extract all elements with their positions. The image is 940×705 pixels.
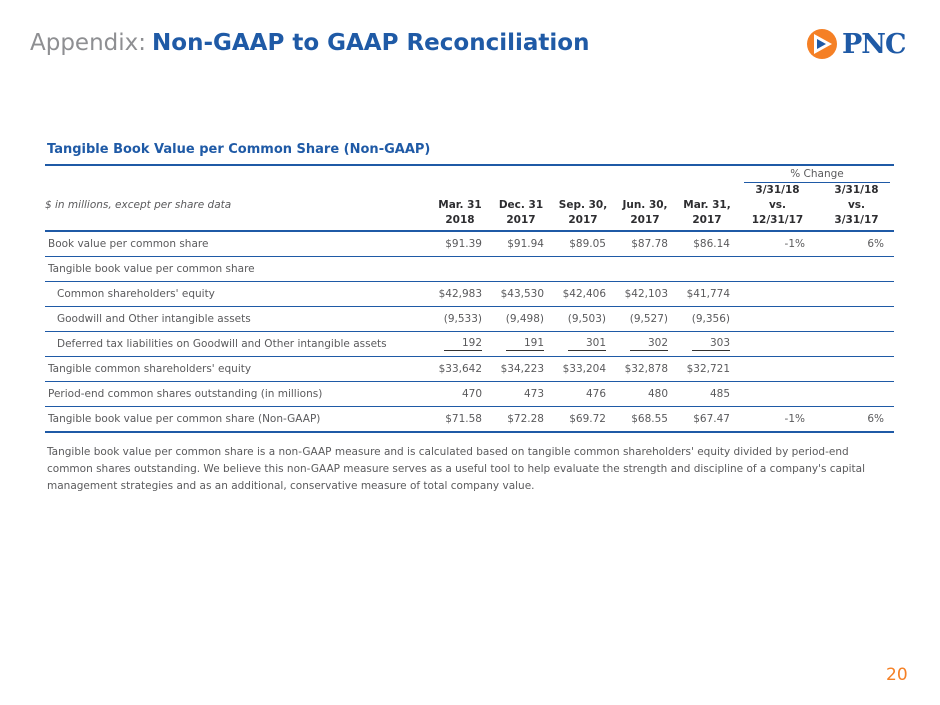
cell-value: $42,103 <box>624 288 668 300</box>
cell-value: 303 <box>674 332 736 357</box>
cell-value <box>550 257 612 282</box>
col-header-sep-2017: Sep. 30, 2017 <box>550 183 612 232</box>
cell-value: $34,223 <box>500 363 544 375</box>
label-header: $ in millions, except per share data <box>45 183 428 232</box>
page-title: Non-GAAP to GAAP Reconciliation <box>152 30 590 56</box>
page-header: Appendix: Non-GAAP to GAAP Reconciliation <box>30 30 589 56</box>
cell-value: 301 <box>550 332 612 357</box>
col-header-mar-2018: Mar. 31 2018 <box>428 183 488 232</box>
row-label: Period-end common shares outstanding (in… <box>48 388 323 400</box>
cell-value: $43,530 <box>500 288 544 300</box>
row-label: Book value per common share <box>48 238 209 250</box>
row-label: Deferred tax liabilities on Goodwill and… <box>57 338 387 350</box>
cell-pct <box>815 382 894 407</box>
cell-value: $42,983 <box>438 288 482 300</box>
cell-pct <box>736 257 815 282</box>
cell-value: 480 <box>647 388 668 400</box>
row-label: Common shareholders' equity <box>57 288 215 300</box>
cell-pct <box>736 332 815 357</box>
page-number: 20 <box>886 665 908 685</box>
cell-pct: -1% <box>784 238 805 250</box>
pnc-logo-text: PNC <box>842 28 906 60</box>
table-row: Tangible book value per common share <box>45 257 894 282</box>
cell-pct: 6% <box>867 238 884 250</box>
cell-value: $86.14 <box>693 238 730 250</box>
cell-value: $71.58 <box>445 413 482 425</box>
cell-value: $89.05 <box>569 238 606 250</box>
table-row: Common shareholders' equity $42,983 $43,… <box>45 282 894 307</box>
column-header-row: $ in millions, except per share data Mar… <box>45 183 894 232</box>
cell-value: $32,721 <box>686 363 730 375</box>
cell-value: $41,774 <box>686 288 730 300</box>
row-label: Tangible book value per common share (No… <box>48 413 321 425</box>
row-label: Goodwill and Other intangible assets <box>57 313 251 325</box>
cell-pct <box>815 307 894 332</box>
cell-value: (9,527) <box>629 313 668 325</box>
cell-value: 191 <box>488 332 550 357</box>
cell-value: 192 <box>428 332 488 357</box>
table-row: Tangible book value per common share (No… <box>45 407 894 433</box>
pct-change-header-row: % Change <box>45 165 894 183</box>
pct-change-header: % Change <box>736 165 894 183</box>
cell-value <box>612 257 674 282</box>
col-header-dec-2017: Dec. 31 2017 <box>488 183 550 232</box>
cell-value: 302 <box>612 332 674 357</box>
cell-value: 470 <box>461 388 482 400</box>
cell-value: $91.39 <box>445 238 482 250</box>
cell-pct <box>736 382 815 407</box>
header-prefix: Appendix: <box>30 30 147 56</box>
footnote: Tangible book value per common share is … <box>47 446 866 492</box>
pnc-triangle-icon <box>807 29 837 59</box>
cell-pct <box>815 257 894 282</box>
cell-pct <box>736 307 815 332</box>
cell-value: (9,503) <box>567 313 606 325</box>
cell-value: $72.28 <box>507 413 544 425</box>
cell-pct <box>736 282 815 307</box>
cell-value: (9,498) <box>505 313 544 325</box>
cell-pct <box>815 332 894 357</box>
cell-value: $32,878 <box>624 363 668 375</box>
cell-value: $67.47 <box>693 413 730 425</box>
table-row: Deferred tax liabilities on Goodwill and… <box>45 332 894 357</box>
reconciliation-table: % Change $ in millions, except per share… <box>45 164 894 433</box>
cell-value: $33,204 <box>562 363 606 375</box>
cell-pct <box>815 357 894 382</box>
row-label: Tangible book value per common share <box>48 263 255 275</box>
col-header-jun-2017: Jun. 30, 2017 <box>612 183 674 232</box>
pnc-logo: PNC <box>806 27 906 61</box>
col-header-pct-vs-mar: 3/31/18 vs. 3/31/17 <box>815 183 894 232</box>
section-title: Tangible Book Value per Common Share (No… <box>47 142 431 157</box>
cell-value <box>488 257 550 282</box>
cell-value: 485 <box>709 388 730 400</box>
cell-value: $42,406 <box>562 288 606 300</box>
cell-value <box>674 257 736 282</box>
col-header-pct-vs-dec: 3/31/18 vs. 12/31/17 <box>736 183 815 232</box>
table-row: Book value per common share $91.39 $91.9… <box>45 231 894 257</box>
cell-pct <box>815 282 894 307</box>
cell-pct: 6% <box>867 413 884 425</box>
cell-value <box>428 257 488 282</box>
table-row: Period-end common shares outstanding (in… <box>45 382 894 407</box>
cell-value: $91.94 <box>507 238 544 250</box>
cell-value: $68.55 <box>631 413 668 425</box>
cell-value: (9,533) <box>443 313 482 325</box>
table-row: Tangible common shareholders' equity $33… <box>45 357 894 382</box>
row-label: Tangible common shareholders' equity <box>48 363 252 375</box>
cell-value: 476 <box>585 388 606 400</box>
cell-value: 473 <box>523 388 544 400</box>
cell-value: $69.72 <box>569 413 606 425</box>
cell-pct <box>736 357 815 382</box>
col-header-mar-2017: Mar. 31, 2017 <box>674 183 736 232</box>
table-row: Goodwill and Other intangible assets (9,… <box>45 307 894 332</box>
cell-value: $87.78 <box>631 238 668 250</box>
cell-value: $33,642 <box>438 363 482 375</box>
cell-pct: -1% <box>784 413 805 425</box>
cell-value: (9,356) <box>691 313 730 325</box>
